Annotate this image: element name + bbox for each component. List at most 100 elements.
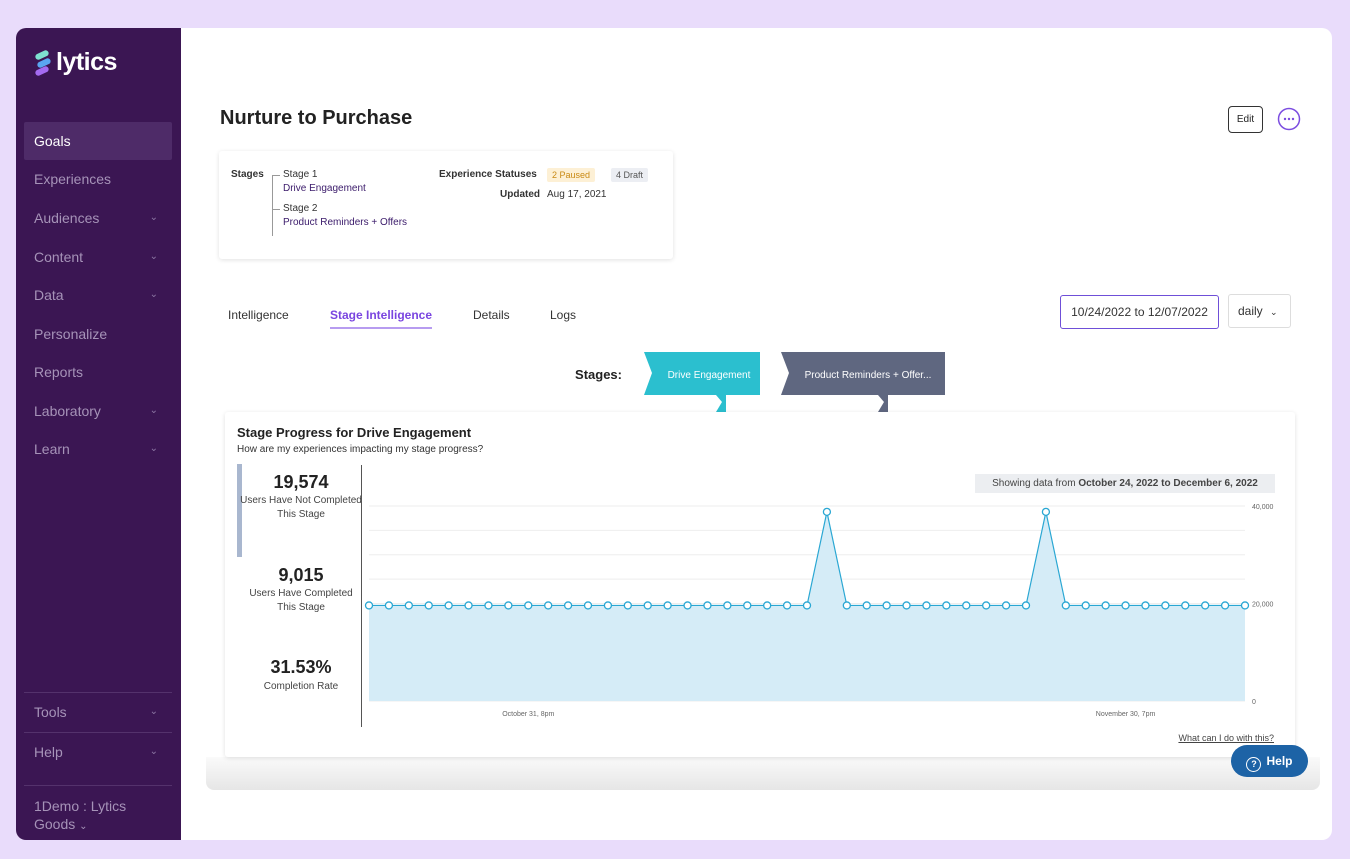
stage-name: Stage 1	[283, 169, 318, 180]
point	[1201, 601, 1210, 610]
point	[882, 601, 891, 610]
status-badge: 2 Paused	[547, 168, 596, 182]
stage-chevron-label: Drive Engagement	[668, 370, 751, 381]
point	[922, 601, 931, 610]
point	[504, 601, 513, 610]
point	[663, 601, 672, 610]
point	[563, 601, 573, 610]
account-switcher[interactable]: 1Demo : Lytics Goods ⌄	[34, 798, 127, 832]
help-link[interactable]: What can I do with this?	[1178, 733, 1274, 743]
point	[1081, 601, 1090, 610]
separator	[24, 785, 172, 786]
chart: 0 20,000 40,000 October 31, 8pm November 30,…	[364, 504, 1274, 718]
y-tick-label: 0	[1252, 699, 1256, 706]
point	[763, 601, 772, 610]
tree-line	[272, 209, 280, 210]
point	[623, 601, 632, 610]
divider	[361, 465, 362, 727]
point	[842, 601, 851, 610]
sidebar	[16, 28, 181, 840]
point	[862, 601, 871, 610]
stage-goal: Drive Engagement	[283, 183, 366, 194]
logo: lytics	[56, 48, 117, 76]
point	[1181, 601, 1190, 610]
more-button[interactable]	[1277, 107, 1301, 131]
status-badge: 4 Draft	[611, 168, 649, 182]
stage-flow-label: Stages:	[575, 367, 622, 382]
point	[962, 601, 971, 610]
point	[1141, 601, 1150, 610]
stage-chevron[interactable]	[781, 352, 945, 412]
stat-indicator	[237, 464, 242, 557]
stat-label: Users Have Not Completed This Stage	[240, 495, 362, 520]
nav-item[interactable]: Content ⌄	[34, 249, 158, 265]
stat-label: Users Have Completed This Stage	[249, 588, 353, 613]
tab[interactable]: Intelligence	[228, 308, 289, 322]
stage-flow: Drive Engagement Product Reminders + Off…	[644, 352, 945, 412]
separator	[24, 692, 172, 693]
nav-item[interactable]: Learn ⌄	[34, 441, 158, 457]
point	[743, 601, 752, 610]
nav-item[interactable]: Laboratory ⌄	[34, 403, 158, 419]
stage-goal: Product Reminders + Offers	[283, 217, 408, 228]
stat-label: Completion Rate	[263, 681, 339, 692]
point	[603, 601, 613, 610]
point	[1240, 601, 1250, 610]
updated-label: Updated	[500, 189, 540, 200]
tab[interactable]: Details	[473, 308, 510, 322]
point	[1061, 601, 1070, 610]
point	[484, 601, 493, 610]
card-subtitle: How are my experiences impacting my stag…	[237, 444, 484, 455]
point	[1101, 601, 1110, 610]
stat-value: 31.53%	[270, 657, 332, 677]
point	[782, 601, 792, 610]
tree-line	[272, 175, 280, 176]
point	[1121, 601, 1130, 610]
nav-item[interactable]: Data ⌄	[34, 287, 158, 303]
line	[369, 511, 1245, 607]
stages-label: Stages	[231, 169, 264, 180]
point	[822, 507, 832, 516]
tree-line	[272, 175, 273, 236]
summary-card	[219, 151, 673, 259]
point	[544, 601, 553, 610]
point	[1021, 601, 1031, 610]
point	[1001, 601, 1011, 610]
tab[interactable]: Logs	[550, 308, 577, 322]
point	[643, 601, 652, 610]
point	[802, 601, 812, 610]
card-shadow	[206, 757, 1320, 790]
point	[583, 601, 593, 610]
nav-item[interactable]: Tools ⌄	[34, 704, 158, 720]
y-tick-label: 20,000	[1252, 602, 1274, 609]
point	[1041, 507, 1051, 516]
nav-item[interactable]: Goals	[24, 122, 172, 160]
tab[interactable]: Stage Intelligence	[330, 308, 433, 329]
nav-item[interactable]: Personalize	[34, 326, 108, 342]
point	[444, 601, 453, 610]
edit-button[interactable]: Edit	[1228, 106, 1263, 133]
point	[464, 601, 473, 610]
stat-value: 19,574	[273, 472, 329, 492]
stage-chevron[interactable]	[644, 352, 760, 412]
x-tick-label: November 30, 7pm	[1096, 711, 1156, 718]
nav-item[interactable]: Audiences ⌄	[34, 210, 158, 226]
stage-chevron-label: Product Reminders + Offer...	[805, 370, 932, 381]
x-tick-label: October 31, 8pm	[502, 711, 554, 718]
point	[723, 601, 732, 610]
help-button[interactable]: ? Help	[1231, 745, 1308, 777]
date-range-picker[interactable]: 10/24/2022 to 12/07/2022	[1060, 295, 1219, 329]
interval-select[interactable]: daily ⌄	[1228, 294, 1291, 328]
stage-name: Stage 2	[283, 203, 318, 214]
point	[1161, 601, 1170, 610]
nav-item[interactable]: Reports	[34, 364, 84, 380]
point	[1220, 601, 1230, 610]
nav-item[interactable]: Experiences	[34, 171, 112, 187]
point	[364, 601, 374, 610]
page-title: Nurture to Purchase	[220, 107, 413, 129]
point	[384, 601, 394, 610]
updated-date: Aug 17, 2021	[547, 189, 607, 200]
nav-item[interactable]: Help ⌄	[34, 744, 158, 760]
range-note: Showing data from October 24, 2022 to De…	[975, 474, 1275, 493]
